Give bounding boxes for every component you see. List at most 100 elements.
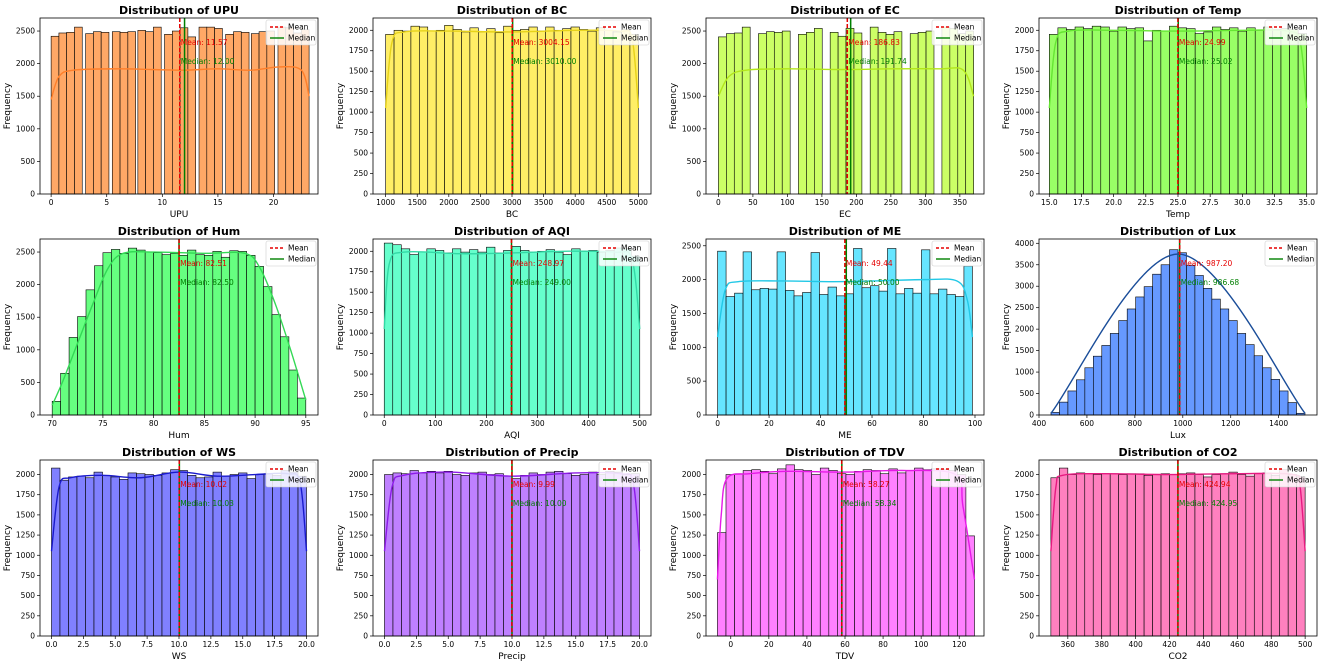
histogram-bar xyxy=(1262,472,1272,637)
histogram-bar xyxy=(878,290,888,416)
legend-mean-label: Mean xyxy=(288,465,309,474)
chart-title: Distribution of AQI xyxy=(454,225,570,238)
y-tick-label: 500 xyxy=(687,591,702,600)
histogram-bar xyxy=(1289,29,1299,195)
histogram-bar xyxy=(402,30,412,195)
legend-mean-label: Mean xyxy=(954,244,975,253)
histogram-bar xyxy=(1091,25,1102,195)
legend-mean-label: Mean xyxy=(954,465,975,474)
x-axis-label: Hum xyxy=(168,431,189,441)
histogram-bar xyxy=(469,27,479,195)
x-tick-label: 600 xyxy=(1080,419,1095,428)
histogram-bar xyxy=(528,26,538,195)
histogram-bar xyxy=(85,289,95,416)
x-tick-label: 480 xyxy=(1264,640,1279,649)
y-tick-label: 1250 xyxy=(682,531,701,540)
chart-panel-lux: Distribution of Lux Mean: 987.20 Median: 9… xyxy=(1002,225,1318,441)
histogram-bar xyxy=(1280,28,1290,195)
y-axis-label: Frequency xyxy=(3,524,13,571)
histogram-bar xyxy=(912,292,922,416)
histogram-bar xyxy=(1160,473,1170,637)
histogram-bar xyxy=(1152,273,1162,416)
histogram-bar xyxy=(1101,345,1111,416)
median-annotation: Median: 986.68 xyxy=(1181,278,1240,287)
legend-box xyxy=(598,240,650,267)
y-tick-label: 2500 xyxy=(16,27,35,36)
histogram-bar xyxy=(1169,25,1179,195)
histogram-bar xyxy=(921,249,931,416)
histogram-bar xyxy=(941,26,951,195)
x-axis-label: Lux xyxy=(1170,431,1187,441)
legend: Mean Median xyxy=(265,461,317,488)
x-axis-label: Temp xyxy=(1165,210,1190,220)
histogram-bar xyxy=(266,30,275,195)
y-tick-label: 500 xyxy=(354,149,369,158)
median-annotation: Median: 10.03 xyxy=(180,499,234,508)
plot-frame xyxy=(705,17,985,195)
kde-curve xyxy=(1050,253,1306,414)
y-axis-label: Frequency xyxy=(1002,82,1012,129)
histogram-bar xyxy=(751,289,761,416)
x-axis-label: UPU xyxy=(170,210,189,220)
histogram-bar xyxy=(1245,475,1255,637)
histogram-bar xyxy=(1186,472,1196,637)
legend-box xyxy=(931,461,983,488)
x-tick-label: 30.0 xyxy=(1234,198,1251,207)
legend-median-label: Median xyxy=(1287,476,1315,485)
histogram-bar xyxy=(579,29,589,195)
histogram-bar xyxy=(1117,26,1127,195)
y-tick-label: 500 xyxy=(354,370,369,379)
y-axis-label: Frequency xyxy=(336,303,346,350)
y-tick-label: 2000 xyxy=(349,470,368,479)
legend-mean-label: Mean xyxy=(954,23,975,32)
histogram-bar xyxy=(869,26,879,195)
y-tick-label: 0 xyxy=(30,411,35,420)
y-tick-label: 1000 xyxy=(682,124,701,133)
histogram-bar xyxy=(854,470,864,637)
histogram-bar xyxy=(494,252,504,416)
histogram-bar xyxy=(819,467,830,637)
plot-frame xyxy=(39,238,319,416)
histogram-bar xyxy=(853,248,863,416)
histogram-bar xyxy=(1212,26,1222,195)
x-tick-label: 350 xyxy=(953,198,968,207)
histogram-bar xyxy=(622,474,632,637)
legend-median-label: Median xyxy=(621,34,649,43)
y-tick-label: 1000 xyxy=(682,343,701,352)
histogram-bar xyxy=(537,250,547,416)
histogram-bar xyxy=(137,30,146,195)
y-tick-label: 1750 xyxy=(349,46,368,55)
y-tick-label: 2000 xyxy=(682,275,701,284)
y-tick-label: 1750 xyxy=(16,490,35,499)
legend-box xyxy=(598,461,650,488)
histogram-bar xyxy=(939,469,950,637)
histogram-bar xyxy=(1270,475,1281,637)
y-tick-label: 500 xyxy=(21,378,36,387)
mean-annotation: Mean: 11.57 xyxy=(181,38,228,47)
histogram-bar xyxy=(178,470,188,637)
x-tick-label: 20.0 xyxy=(298,640,315,649)
y-tick-label: 1250 xyxy=(16,531,35,540)
histogram-bar xyxy=(250,33,260,195)
y-tick-label: 1250 xyxy=(349,308,368,317)
histogram-bar xyxy=(914,467,924,637)
histogram-bar xyxy=(802,292,812,416)
legend-box xyxy=(931,19,983,46)
x-tick-label: 0 xyxy=(715,419,720,428)
x-tick-label: 1400 xyxy=(1269,419,1288,428)
chart-panel-tdv: Distribution of TDV Mean: 58.27 Median: 58… xyxy=(669,446,985,662)
histogram-bar xyxy=(741,26,751,195)
histogram-bar xyxy=(443,470,453,637)
y-tick-label: 2000 xyxy=(16,470,35,479)
y-tick-label: 1000 xyxy=(1015,108,1034,117)
histogram-bar xyxy=(828,470,838,637)
legend-mean-label: Mean xyxy=(1287,23,1308,32)
median-annotation: Median: 58.34 xyxy=(843,499,897,508)
x-tick-label: 12.5 xyxy=(203,640,220,649)
histogram-bar xyxy=(478,31,488,195)
y-tick-label: 1000 xyxy=(349,329,368,338)
histogram-bar xyxy=(861,287,871,416)
histogram-bar xyxy=(545,471,555,637)
chart-panel-temp: Distribution of Temp Mean: 24.99 Median: 2… xyxy=(1002,4,1318,220)
histogram-bar xyxy=(1067,474,1077,637)
